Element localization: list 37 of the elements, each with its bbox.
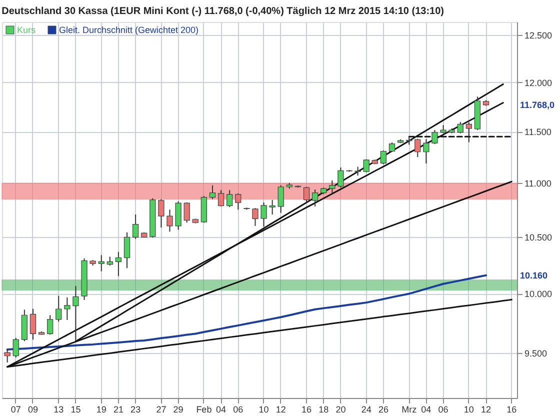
y-tick-label: 10.500 bbox=[524, 232, 552, 243]
x-tick-label: 12 bbox=[276, 404, 286, 414]
x-tick-label: 10 bbox=[258, 404, 269, 414]
x-tick-label: 10 bbox=[464, 404, 474, 414]
x-tick-label: 26 bbox=[378, 404, 388, 414]
x-tick-label: Mrz bbox=[402, 404, 418, 414]
x-tick-label: 13 bbox=[54, 404, 64, 414]
x-tick-label: 16 bbox=[302, 404, 312, 414]
y-tick-label: 10.000 bbox=[524, 289, 552, 300]
x-tick-label: 04 bbox=[421, 404, 432, 414]
x-tick-label: 15 bbox=[70, 404, 81, 414]
text: 11.768,0 bbox=[520, 100, 555, 110]
x-tick-label: 06 bbox=[233, 404, 244, 414]
x-tick-label: 24 bbox=[361, 404, 372, 414]
x-tick-label: 23 bbox=[130, 404, 141, 414]
chart-title: Deutschland 30 Kassa (1EUR Mini Kont (-) 11.768,0 (-0,40%) Täglich 12 Mrz 2015 14:10 (13:10) bbox=[2, 6, 444, 17]
x-tick-label: 16 bbox=[506, 404, 517, 414]
y-tick-label: 12.500 bbox=[524, 30, 552, 40]
x-tick-label: 18 bbox=[318, 404, 329, 414]
legend-label: Gleit. Durchschnitt (Gewichtet 200) bbox=[59, 25, 199, 35]
x-tick-label: Feb bbox=[196, 404, 212, 414]
x-tick-label: 09 bbox=[28, 404, 38, 414]
x-tick-label: 20 bbox=[336, 404, 346, 414]
legend-label: Kurs bbox=[17, 25, 36, 35]
x-tick-label: 12 bbox=[481, 404, 492, 414]
y-tick-label: 11.000 bbox=[524, 178, 552, 189]
x-tick-label: 21 bbox=[113, 404, 124, 414]
x-tick-label: 06 bbox=[438, 404, 448, 414]
x-tick-label: 19 bbox=[96, 404, 106, 414]
x-tick-label: 07 bbox=[10, 404, 21, 414]
y-tick-label: 9.500 bbox=[524, 348, 548, 359]
text: 10.160 bbox=[520, 270, 548, 280]
x-tick-label: 27 bbox=[156, 404, 166, 414]
x-tick-label: 04 bbox=[216, 404, 226, 414]
x-tick-label: 29 bbox=[173, 404, 184, 414]
y-tick-label: 12.000 bbox=[524, 78, 552, 88]
y-tick-label: 11.500 bbox=[524, 127, 552, 138]
